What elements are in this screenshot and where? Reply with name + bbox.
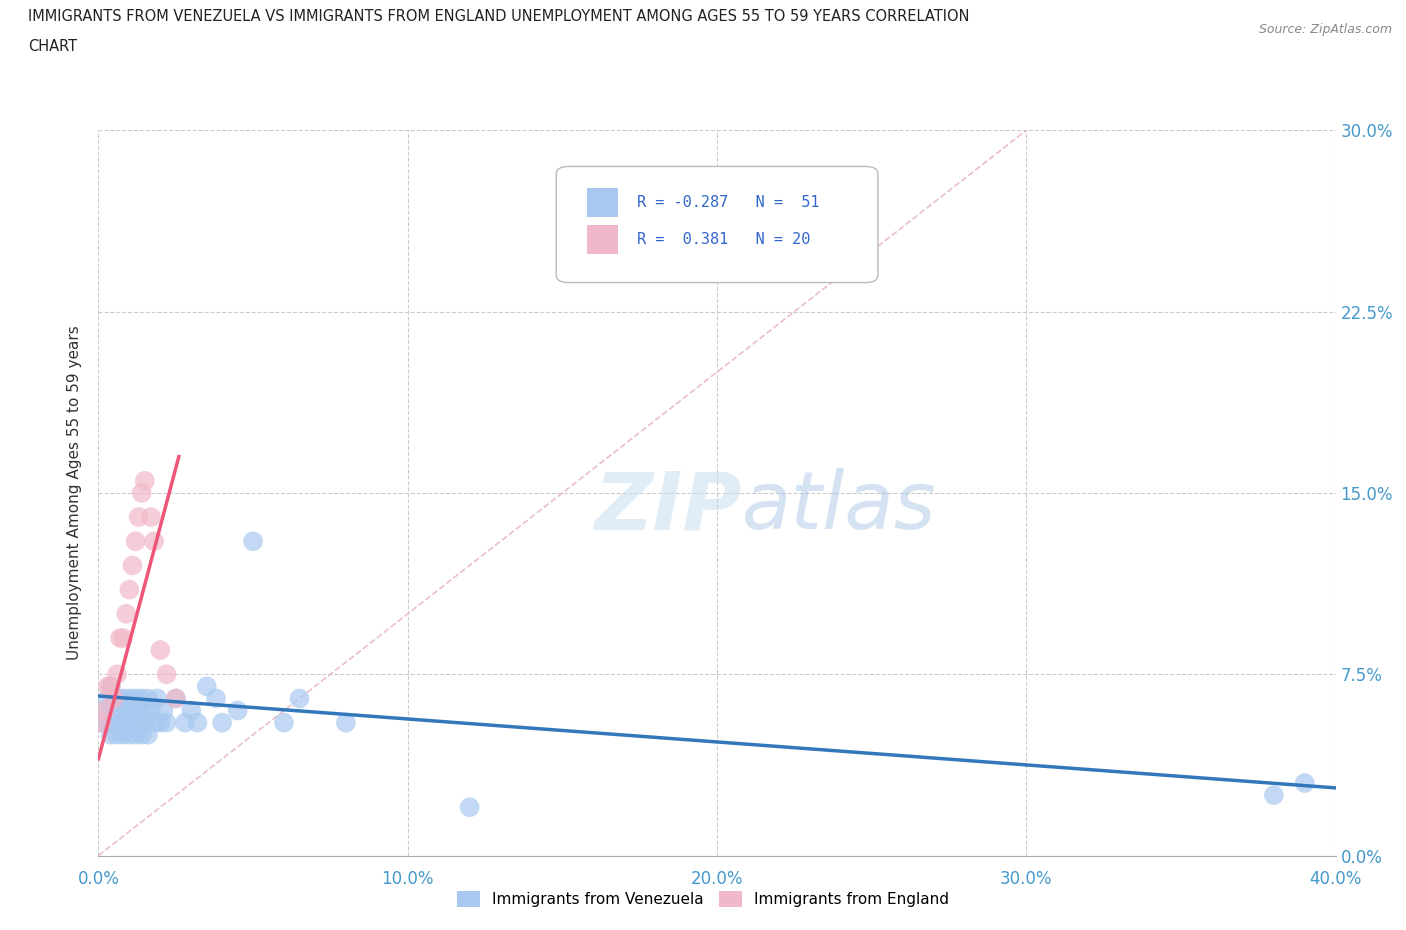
- Text: R =  0.381   N = 20: R = 0.381 N = 20: [637, 232, 810, 246]
- Point: [103, 703, 125, 718]
- Point: [108, 631, 131, 645]
- Point: [115, 715, 138, 730]
- Point: [186, 715, 208, 730]
- Point: [288, 691, 311, 706]
- Point: [139, 703, 162, 718]
- Point: [105, 667, 128, 682]
- Point: [93, 703, 115, 718]
- Point: [211, 715, 233, 730]
- Point: [115, 606, 138, 621]
- Text: IMMIGRANTS FROM VENEZUELA VS IMMIGRANTS FROM ENGLAND UNEMPLOYMENT AMONG AGES 55 : IMMIGRANTS FROM VENEZUELA VS IMMIGRANTS …: [28, 9, 970, 24]
- Point: [458, 800, 481, 815]
- Text: CHART: CHART: [28, 39, 77, 54]
- Point: [136, 727, 159, 742]
- Point: [124, 691, 146, 706]
- Text: ZIP: ZIP: [595, 469, 742, 547]
- Point: [1263, 788, 1285, 803]
- Text: Source: ZipAtlas.com: Source: ZipAtlas.com: [1258, 23, 1392, 36]
- Point: [131, 485, 153, 500]
- Point: [97, 715, 120, 730]
- Point: [105, 727, 128, 742]
- Text: 0.0%: 0.0%: [77, 870, 120, 887]
- Point: [165, 691, 187, 706]
- Point: [128, 703, 150, 718]
- Point: [155, 667, 177, 682]
- Text: R = -0.287   N =  51: R = -0.287 N = 51: [637, 195, 820, 210]
- Point: [174, 715, 197, 730]
- Point: [149, 715, 172, 730]
- Text: atlas: atlas: [742, 469, 936, 547]
- Point: [205, 691, 228, 706]
- Text: 30.0%: 30.0%: [1000, 870, 1053, 887]
- Point: [121, 558, 143, 573]
- Point: [143, 715, 166, 730]
- Point: [108, 715, 131, 730]
- Point: [121, 715, 143, 730]
- Point: [103, 715, 125, 730]
- Point: [90, 715, 112, 730]
- Point: [165, 691, 187, 706]
- Point: [112, 631, 135, 645]
- Point: [112, 727, 135, 742]
- Point: [103, 691, 125, 706]
- Point: [118, 727, 141, 742]
- Point: [100, 727, 122, 742]
- Point: [146, 691, 169, 706]
- Point: [335, 715, 357, 730]
- Text: 40.0%: 40.0%: [1309, 870, 1362, 887]
- Point: [112, 691, 135, 706]
- Point: [143, 534, 166, 549]
- Point: [100, 679, 122, 694]
- Point: [131, 691, 153, 706]
- Point: [149, 643, 172, 658]
- Point: [124, 534, 146, 549]
- Text: 20.0%: 20.0%: [690, 870, 744, 887]
- FancyBboxPatch shape: [557, 166, 877, 283]
- Point: [152, 703, 174, 718]
- FancyBboxPatch shape: [588, 188, 619, 218]
- Point: [118, 691, 141, 706]
- Point: [124, 727, 146, 742]
- Point: [108, 703, 131, 718]
- Point: [97, 691, 120, 706]
- Point: [121, 703, 143, 718]
- Point: [273, 715, 295, 730]
- FancyBboxPatch shape: [588, 224, 619, 254]
- Point: [242, 534, 264, 549]
- Point: [134, 703, 156, 718]
- Point: [226, 703, 249, 718]
- Point: [118, 582, 141, 597]
- Point: [105, 691, 128, 706]
- Point: [195, 679, 218, 694]
- Point: [134, 473, 156, 488]
- Point: [128, 510, 150, 525]
- Point: [90, 715, 112, 730]
- Point: [139, 510, 162, 525]
- Legend: Immigrants from Venezuela, Immigrants from England: Immigrants from Venezuela, Immigrants fr…: [451, 884, 955, 913]
- Point: [93, 703, 115, 718]
- Point: [1294, 776, 1316, 790]
- Point: [128, 715, 150, 730]
- Point: [180, 703, 202, 718]
- Point: [97, 679, 120, 694]
- Point: [131, 727, 153, 742]
- Point: [100, 679, 122, 694]
- Point: [115, 703, 138, 718]
- Point: [136, 691, 159, 706]
- Point: [134, 715, 156, 730]
- Y-axis label: Unemployment Among Ages 55 to 59 years: Unemployment Among Ages 55 to 59 years: [67, 326, 83, 660]
- Text: 10.0%: 10.0%: [381, 870, 434, 887]
- Point: [155, 715, 177, 730]
